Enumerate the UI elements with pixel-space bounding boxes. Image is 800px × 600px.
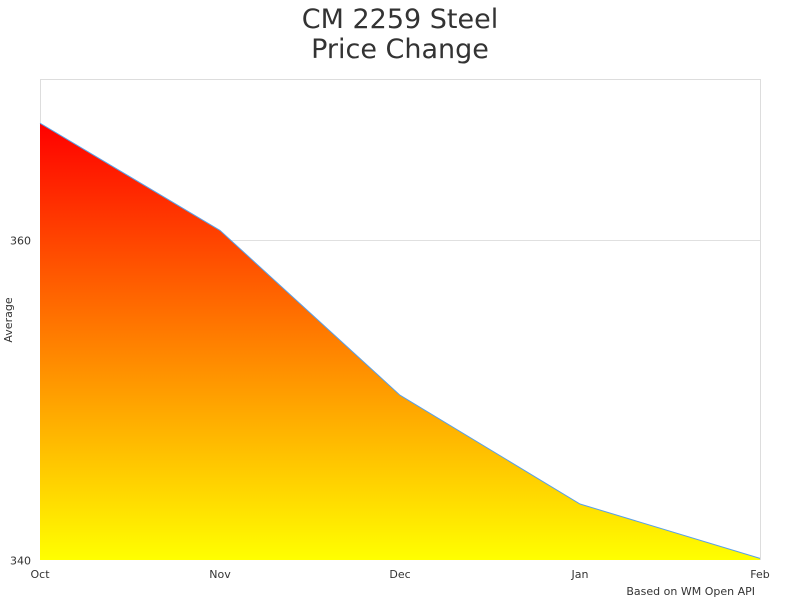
y-tick-label: 360 [10, 235, 31, 248]
chart-title-line-1: CM 2259 Steel [302, 4, 498, 35]
series-line [39, 122, 761, 559]
y-tick-label: 340 [10, 555, 31, 568]
area-series [40, 123, 760, 560]
x-tick-label: Feb [750, 568, 769, 581]
y-axis-label: Average [2, 297, 15, 342]
credit-text[interactable]: Based on WM Open API [626, 585, 755, 598]
x-tick-label: Nov [209, 568, 231, 581]
x-tick-label: Jan [571, 568, 589, 581]
x-ticks: Oct Nov Dec Jan Feb [30, 568, 769, 581]
x-tick-label: Dec [389, 568, 410, 581]
x-tick-label: Oct [30, 568, 50, 581]
chart-title-line-2: Price Change [311, 34, 489, 65]
y-ticks: 340 360 [10, 235, 31, 568]
